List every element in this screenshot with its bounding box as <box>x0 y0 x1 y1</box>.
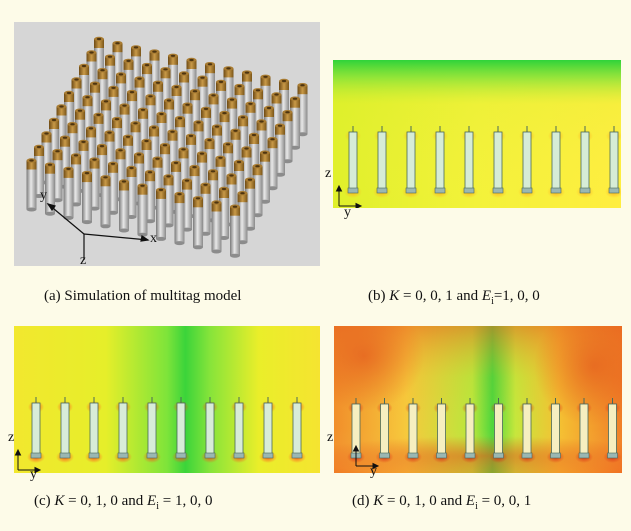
tag <box>201 397 219 463</box>
tag <box>375 398 394 463</box>
tag <box>85 397 103 463</box>
tag <box>576 126 594 198</box>
panel-c-axis-y-label: y <box>30 467 37 482</box>
tag <box>56 397 74 463</box>
panel-d-field-plot <box>334 326 622 473</box>
panel-c-field-plot <box>14 326 320 473</box>
tag <box>347 398 365 463</box>
tag <box>518 398 536 463</box>
tag <box>230 397 248 463</box>
tag <box>605 126 621 198</box>
tag <box>344 126 362 198</box>
tag <box>489 126 507 198</box>
tag <box>172 397 190 463</box>
tag <box>460 126 478 198</box>
tag <box>547 126 565 198</box>
tag <box>518 126 536 198</box>
panel-a-axis-x-label: x <box>150 231 157 246</box>
axis-corner <box>352 444 380 470</box>
tag-array <box>347 398 622 463</box>
panel-a-model-render <box>14 22 320 266</box>
panel-b-caption: (b) K = 0, 0, 1 and Ei=1, 0, 0 <box>368 288 540 307</box>
panel-b-axis-z-label: z <box>325 166 332 181</box>
tag <box>575 398 593 463</box>
panel-d-caption: (d) K = 0, 1, 0 and Ei = 0, 0, 1 <box>352 493 532 512</box>
tag <box>432 398 451 463</box>
tag <box>603 398 622 463</box>
panel-d-axis-y-label: y <box>370 464 377 479</box>
panel-a-axis-y-label: y <box>40 188 47 203</box>
panel-d-axis-z-label: z <box>327 430 334 445</box>
multitag-model-image <box>26 36 308 260</box>
tag-array <box>344 126 621 198</box>
panel-a-caption: (a) Simulation of multitag model <box>44 288 242 304</box>
tag <box>143 397 161 463</box>
panel-a-axis-z-label: z <box>80 253 87 268</box>
tag <box>546 398 565 463</box>
panel-c-caption: (c) K = 0, 1, 0 and Ei = 1, 0, 0 <box>34 493 213 512</box>
tag <box>461 398 479 463</box>
axis-corner <box>14 448 42 473</box>
cylinder-grid <box>26 36 308 258</box>
axis-triad <box>46 202 150 260</box>
tag <box>402 126 420 198</box>
axis-corner <box>335 184 363 208</box>
tag <box>404 398 422 463</box>
tag <box>373 126 391 198</box>
panel-b-axis-y-label: y <box>344 205 351 220</box>
tag-array <box>27 397 306 463</box>
panel-c-axis-z-label: z <box>8 430 15 445</box>
tag <box>288 397 306 463</box>
tag <box>431 126 449 198</box>
tag <box>27 397 45 463</box>
tag <box>114 397 132 463</box>
field-background <box>14 326 320 473</box>
tag <box>489 398 508 463</box>
panel-b-field-plot <box>333 60 621 208</box>
tag <box>259 397 277 463</box>
